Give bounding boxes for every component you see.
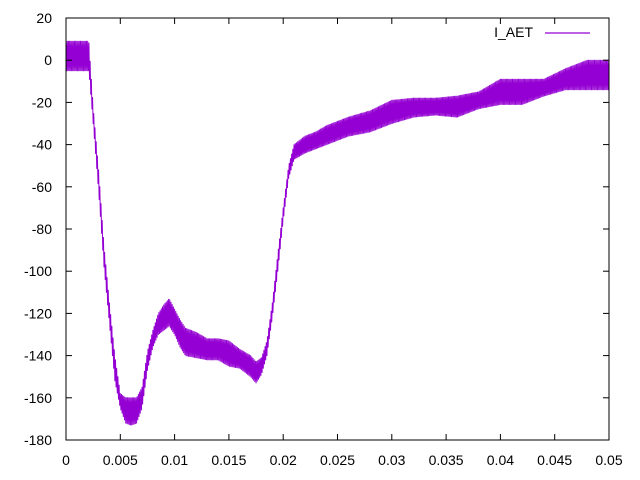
x-tick-label: 0: [62, 452, 70, 468]
x-tick-label: 0.035: [429, 452, 464, 468]
y-tick-label: -20: [32, 94, 52, 110]
y-tick-label: -80: [32, 221, 52, 237]
x-tick-label: 0.045: [537, 452, 572, 468]
x-tick-label: 0.02: [270, 452, 297, 468]
x-tick-label: 0.05: [595, 452, 622, 468]
y-tick-label: -60: [32, 179, 52, 195]
y-tick-label: 0: [44, 52, 52, 68]
y-tick-label: -40: [32, 137, 52, 153]
legend: I_AET: [494, 24, 590, 40]
plot-area-frame: [65, 17, 610, 441]
y-tick-label: -100: [24, 263, 52, 279]
y-axis-tick-labels: 20 0 -20 -40 -60 -80 -100 -120 -140 -160 -180: [24, 10, 52, 448]
x-tick-label: 0.03: [378, 452, 405, 468]
y-tick-label: -180: [24, 432, 52, 448]
y-tick-label: -160: [24, 390, 52, 406]
x-tick-label: 0.005: [103, 452, 138, 468]
y-tick-label: 20: [36, 10, 52, 26]
x-tick-label: 0.015: [211, 452, 246, 468]
tick-marks: [65, 17, 610, 441]
y-tick-label: -120: [24, 305, 52, 321]
series-line-i-aet: [65, 40, 610, 426]
x-axis-tick-labels: 0 0.005 0.01 0.015 0.02 0.025 0.03 0.035 0.04 0.0…: [62, 452, 623, 468]
legend-label-i-aet: I_AET: [494, 24, 533, 40]
x-tick-label: 0.01: [161, 452, 188, 468]
x-tick-label: 0.025: [320, 452, 355, 468]
series-layer: [65, 40, 610, 426]
y-tick-label: -140: [24, 348, 52, 364]
x-tick-label: 0.04: [487, 452, 514, 468]
